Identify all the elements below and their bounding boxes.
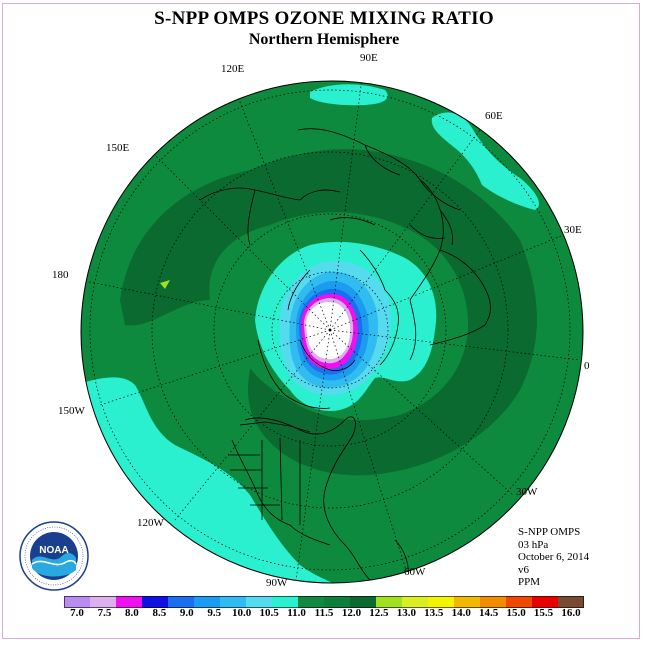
colorbar-tick-label: 13.5 [424, 607, 444, 619]
colorbar-swatch [480, 596, 507, 608]
lon-label-0: 0 [584, 360, 590, 372]
noaa-logo-text: NOAA [39, 545, 68, 556]
colorbar-tick-label: 7.0 [70, 607, 84, 619]
colorbar-tick-label: 16.0 [561, 607, 581, 619]
lon-label-60w: 60W [404, 566, 426, 578]
yellow-green-spot [160, 280, 170, 289]
colorbar-swatch [220, 596, 247, 608]
info-date: October 6, 2014 [518, 551, 590, 563]
colorbar-swatch [246, 596, 273, 608]
colorbar-tick-label: 13.0 [396, 607, 416, 619]
colorbar-swatch [64, 596, 91, 608]
lon-label-150e: 150E [106, 142, 130, 154]
colorbar-tick-label: 7.5 [97, 607, 112, 619]
colorbar-swatch [194, 596, 221, 608]
info-level: 03 hPa [518, 538, 549, 551]
graticule [81, 81, 581, 581]
lon-label-120w: 120W [137, 517, 164, 529]
colorbar-tick-label: 11.5 [314, 607, 334, 619]
colorbar-tick-label: 9.5 [207, 607, 222, 619]
lon-label-30e: 30E [564, 224, 582, 236]
colorbar [64, 596, 584, 608]
colorbar-tick-label: 10.5 [259, 607, 279, 619]
colorbar-tick-label: 14.0 [451, 607, 471, 619]
cyan-field-northeast [431, 112, 540, 210]
info-units: PPM [518, 576, 541, 588]
map-title: S-NPP OMPS OZONE MIXING RATIO [154, 8, 494, 29]
colorbar-tick-label: 15.0 [506, 607, 526, 619]
colorbar-tick-label: 14.5 [479, 607, 499, 619]
map-boundary [80, 80, 584, 584]
colorbar-tick-label: 11.0 [287, 607, 306, 619]
noaa-logo: NOAA [19, 521, 89, 591]
info-version: v6 [518, 563, 529, 576]
lon-label-120e: 120E [221, 63, 245, 75]
lon-label-30w: 30W [516, 486, 538, 498]
colorbar-tick-label: 10.0 [232, 607, 252, 619]
colorbar-swatch [506, 596, 533, 608]
colorbar-swatch [142, 596, 169, 608]
colorbar-swatch [168, 596, 195, 608]
colorbar-swatch [428, 596, 455, 608]
lon-label-60e: 60E [485, 110, 503, 122]
colorbar-swatch [402, 596, 429, 608]
map-subtitle: Northern Hemisphere [248, 31, 400, 48]
colorbar-swatch [532, 596, 559, 608]
colorbar-swatch [272, 596, 299, 608]
lon-label-90w: 90W [266, 577, 288, 589]
cyan-field-north [310, 84, 388, 106]
colorbar-tick-label: 9.0 [179, 607, 194, 619]
colorbar-swatch [324, 596, 351, 608]
product-info: S-NPP OMPS 03 hPa October 6, 2014 v6 PPM [518, 526, 589, 589]
colorbar-swatch [350, 596, 377, 608]
colorbar-tick-label: 8.5 [152, 607, 167, 619]
info-instrument: S-NPP OMPS [518, 526, 581, 538]
colorbar-swatch [116, 596, 143, 608]
colorbar-swatch [558, 596, 584, 608]
colorbar-swatch [90, 596, 117, 608]
colorbar-tick-label: 15.5 [533, 607, 554, 619]
colorbar-swatch [454, 596, 481, 608]
colorbar-tick-label: 12.0 [341, 607, 362, 619]
polar-core [306, 302, 351, 360]
lon-label-180: 180 [52, 269, 69, 281]
colorbar-swatch [376, 596, 403, 608]
colorbar-tick-label: 8.0 [125, 607, 139, 619]
coastlines [199, 128, 491, 581]
lon-label-90e: 90E [360, 52, 378, 64]
colorbar-tick-label: 12.5 [369, 607, 389, 619]
lon-label-150w: 150W [58, 405, 85, 417]
colorbar-swatch [298, 596, 325, 608]
figure-frame [2, 3, 640, 639]
